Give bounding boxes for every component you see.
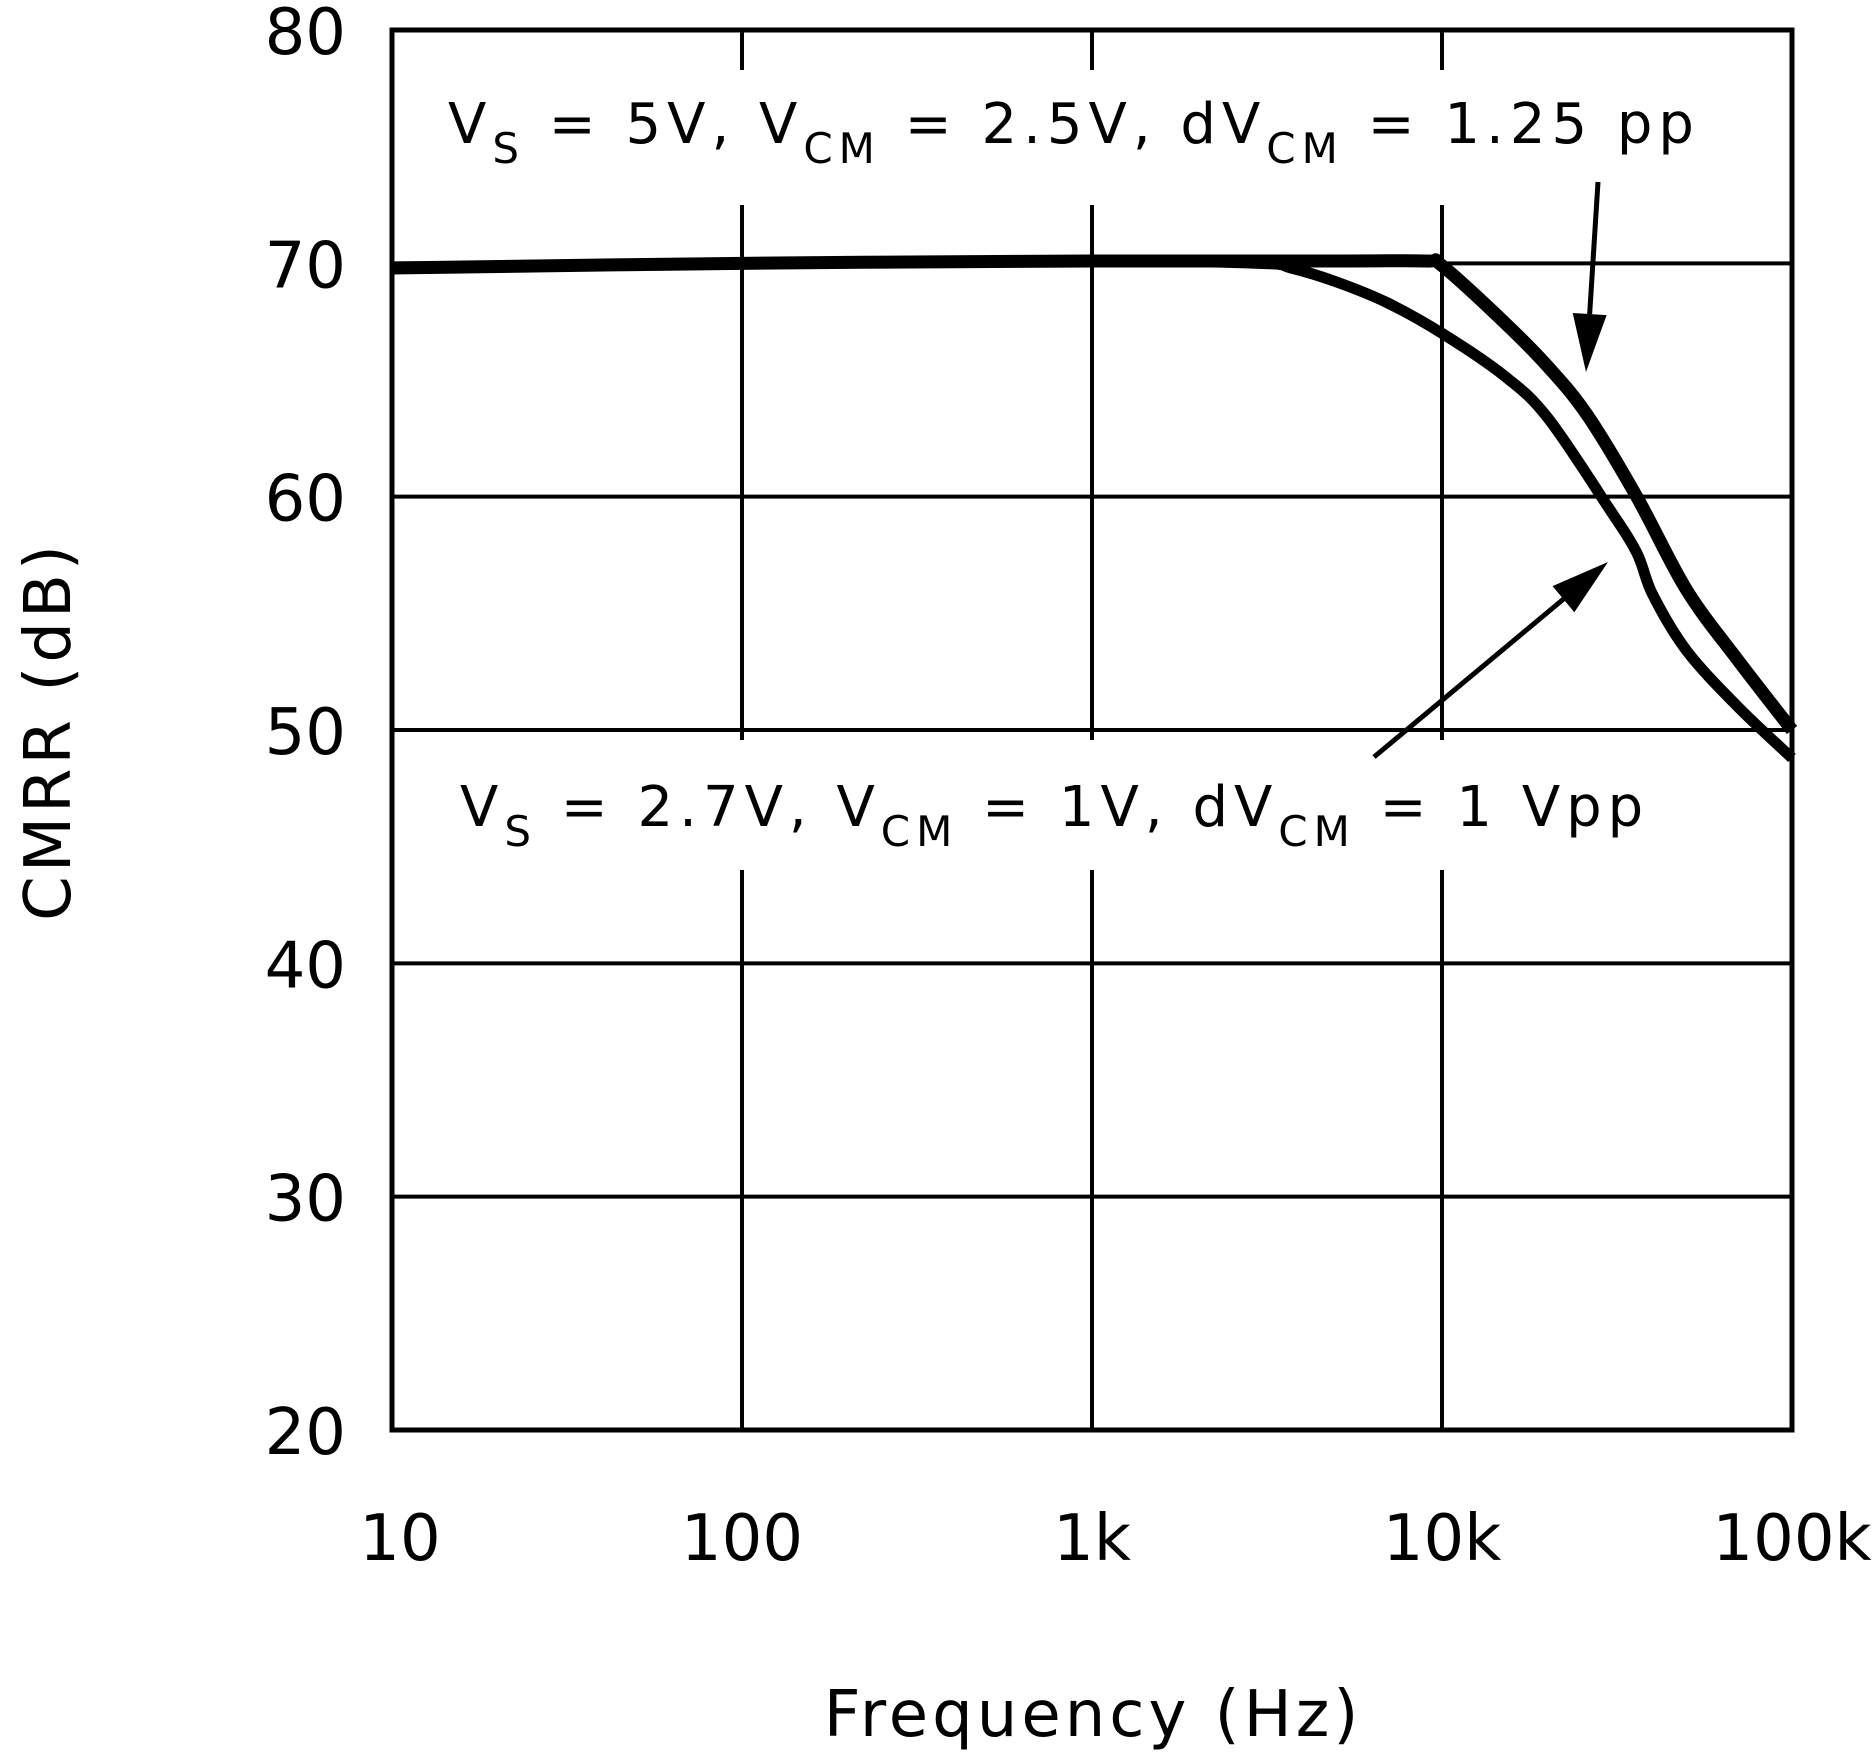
- annotation-text: = 2.5V, dV: [881, 92, 1266, 157]
- annotation-backgrounds: [420, 70, 1760, 870]
- x-tick-label: 1k: [1053, 1502, 1131, 1576]
- annotation-bg: [430, 740, 1730, 870]
- series-line-2: [391, 255, 1796, 762]
- y-tick-label: 30: [265, 1163, 346, 1237]
- x-tick-label: 100k: [1712, 1502, 1871, 1576]
- arrow: [1372, 562, 1608, 759]
- subscript: CM: [803, 124, 881, 173]
- x-tick-label: 100: [681, 1502, 803, 1576]
- y-axis-label: CMRR (dB): [12, 541, 86, 921]
- grid: [390, 28, 1794, 1432]
- y-tick-label: 50: [265, 696, 346, 770]
- annotation-text: = 5V, V: [525, 92, 803, 157]
- x-tick-label: 10: [359, 1502, 440, 1576]
- subscript: S: [504, 807, 537, 856]
- series-annotation-1: VS = 5V, VCM = 2.5V, dVCM = 1.25 pp: [448, 92, 1700, 173]
- subscript: CM: [881, 807, 959, 856]
- x-axis-label: Frequency (Hz): [824, 1678, 1363, 1752]
- annotation-text: = 1.25 pp: [1344, 92, 1700, 157]
- tick-labels: 10 100 1k 10k 100k 20 30 40 50 60 70 80: [265, 0, 1872, 1576]
- annotation-bg: [420, 70, 1760, 205]
- series-annotation-2: VS = 2.7V, VCM = 1V, dVCM = 1 Vpp: [460, 775, 1649, 856]
- y-tick-label: 20: [265, 1396, 346, 1470]
- x-tick-label: 10k: [1383, 1502, 1502, 1576]
- y-tick-label: 70: [265, 229, 346, 303]
- arrow: [1572, 181, 1607, 372]
- subscript: CM: [1278, 807, 1356, 856]
- y-tick-label: 60: [265, 463, 346, 537]
- annotation-text: = 2.7V, V: [537, 775, 881, 840]
- subscript: S: [492, 124, 525, 173]
- series-lines: [391, 253, 1798, 762]
- annotation-text: = 1V, dV: [958, 775, 1278, 840]
- subscript: CM: [1266, 124, 1344, 173]
- annotation-text: = 1 Vpp: [1356, 775, 1649, 840]
- annotation-text: V: [460, 775, 504, 840]
- annotation-text: V: [448, 92, 492, 157]
- y-tick-label: 80: [265, 0, 346, 70]
- y-tick-label: 40: [265, 929, 346, 1003]
